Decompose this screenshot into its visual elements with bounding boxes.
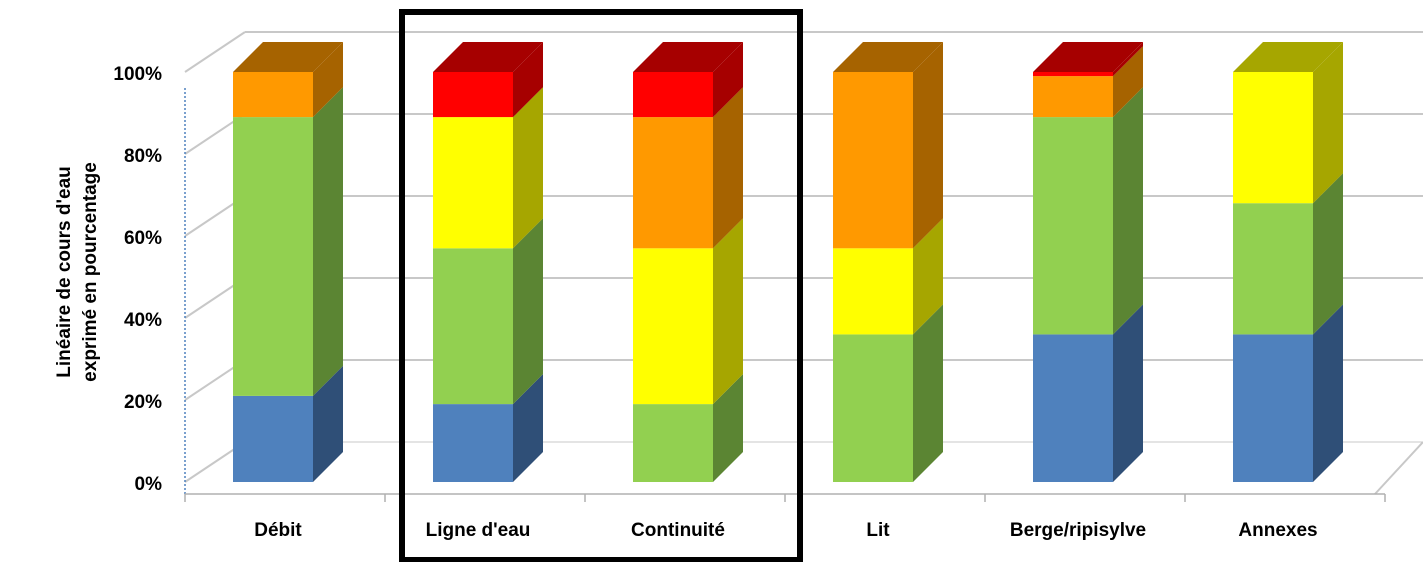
bar-segment-side bbox=[1113, 304, 1143, 482]
x-category-label: Débit bbox=[254, 520, 302, 541]
y-axis-label-line1: Linéaire de cours d'eau bbox=[54, 166, 75, 377]
bar-segment bbox=[633, 117, 713, 249]
x-category-label: Berge/ripisylve bbox=[1010, 520, 1146, 541]
bar-top bbox=[233, 42, 343, 72]
bar-segment-side bbox=[713, 87, 743, 249]
bar-segment-side bbox=[1113, 46, 1143, 118]
bar-segment bbox=[233, 395, 313, 482]
bar-segment bbox=[1033, 76, 1113, 118]
y-tick-label: 20% bbox=[124, 392, 162, 413]
bar-top bbox=[633, 42, 743, 72]
bar-segment-side bbox=[513, 374, 543, 482]
floor-right-edge bbox=[1374, 441, 1423, 495]
bar-segment-side bbox=[313, 365, 343, 482]
bar-segment-side bbox=[1313, 42, 1343, 204]
bar-top bbox=[833, 42, 943, 72]
bar-segment bbox=[833, 334, 913, 482]
bar-segment bbox=[433, 248, 513, 405]
y-tick-label: 80% bbox=[124, 146, 162, 167]
bar-segment bbox=[1233, 203, 1313, 335]
bar-segment bbox=[433, 72, 513, 118]
bar-segment bbox=[1033, 72, 1113, 77]
bar-top bbox=[1233, 42, 1343, 72]
highlight-box bbox=[399, 9, 803, 562]
bar-segment bbox=[233, 72, 313, 118]
bar-segment bbox=[233, 117, 313, 396]
y-tick-label: 40% bbox=[124, 310, 162, 331]
bar-segment-side bbox=[1313, 304, 1343, 482]
bar-segment-side bbox=[1113, 42, 1143, 77]
bar-segment-side bbox=[513, 218, 543, 405]
bar-segment bbox=[1033, 117, 1113, 335]
bar-segment bbox=[1033, 334, 1113, 482]
bar-top bbox=[1033, 42, 1143, 72]
y-tick-label: 100% bbox=[113, 64, 162, 85]
x-category-label: Ligne d'eau bbox=[426, 520, 531, 541]
bar-segment-side bbox=[713, 374, 743, 482]
bar-segment-side bbox=[913, 218, 943, 335]
bar-segment-side bbox=[713, 218, 743, 405]
bar-segment-side bbox=[713, 42, 743, 118]
bar-segment bbox=[633, 248, 713, 405]
y-tick-labels: 0% 20% 40% 60% 80% 100% bbox=[113, 64, 162, 495]
bar-segment-side bbox=[913, 42, 943, 249]
bar-segment bbox=[833, 248, 913, 335]
bar-segment bbox=[433, 404, 513, 482]
bar-segment-side bbox=[313, 42, 343, 118]
gridline-depth bbox=[184, 31, 246, 73]
bar-segment-side bbox=[513, 42, 543, 118]
x-category-label: Annexes bbox=[1238, 520, 1317, 541]
bar-segment bbox=[633, 404, 713, 482]
y-axis-label-line2: exprimé en pourcentage bbox=[80, 162, 101, 382]
bar-top bbox=[433, 42, 543, 72]
bar-segment bbox=[1233, 72, 1313, 204]
x-category-label: Continuité bbox=[631, 520, 725, 541]
bar-segment bbox=[833, 72, 913, 249]
bar-segment bbox=[433, 117, 513, 249]
x-category-label: Lit bbox=[866, 520, 890, 541]
bar-segment-side bbox=[513, 87, 543, 249]
y-tick-label: 60% bbox=[124, 228, 162, 249]
bar-segment bbox=[633, 72, 713, 118]
y-tick-label: 0% bbox=[135, 474, 163, 495]
bars bbox=[233, 42, 1343, 482]
bar-segment-side bbox=[913, 304, 943, 482]
bar-segment bbox=[1233, 334, 1313, 482]
axes bbox=[184, 88, 1386, 502]
bar-segment-side bbox=[313, 87, 343, 396]
x-category-labels: Débit Ligne d'eau Continuité Lit Berge/ripis… bbox=[254, 520, 1317, 541]
bar-segment-side bbox=[1313, 173, 1343, 335]
bar-segment-side bbox=[1113, 87, 1143, 335]
